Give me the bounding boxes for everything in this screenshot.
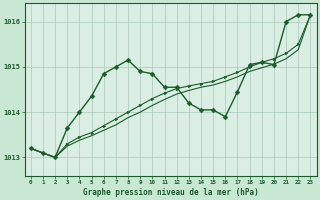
X-axis label: Graphe pression niveau de la mer (hPa): Graphe pression niveau de la mer (hPa) <box>83 188 259 197</box>
